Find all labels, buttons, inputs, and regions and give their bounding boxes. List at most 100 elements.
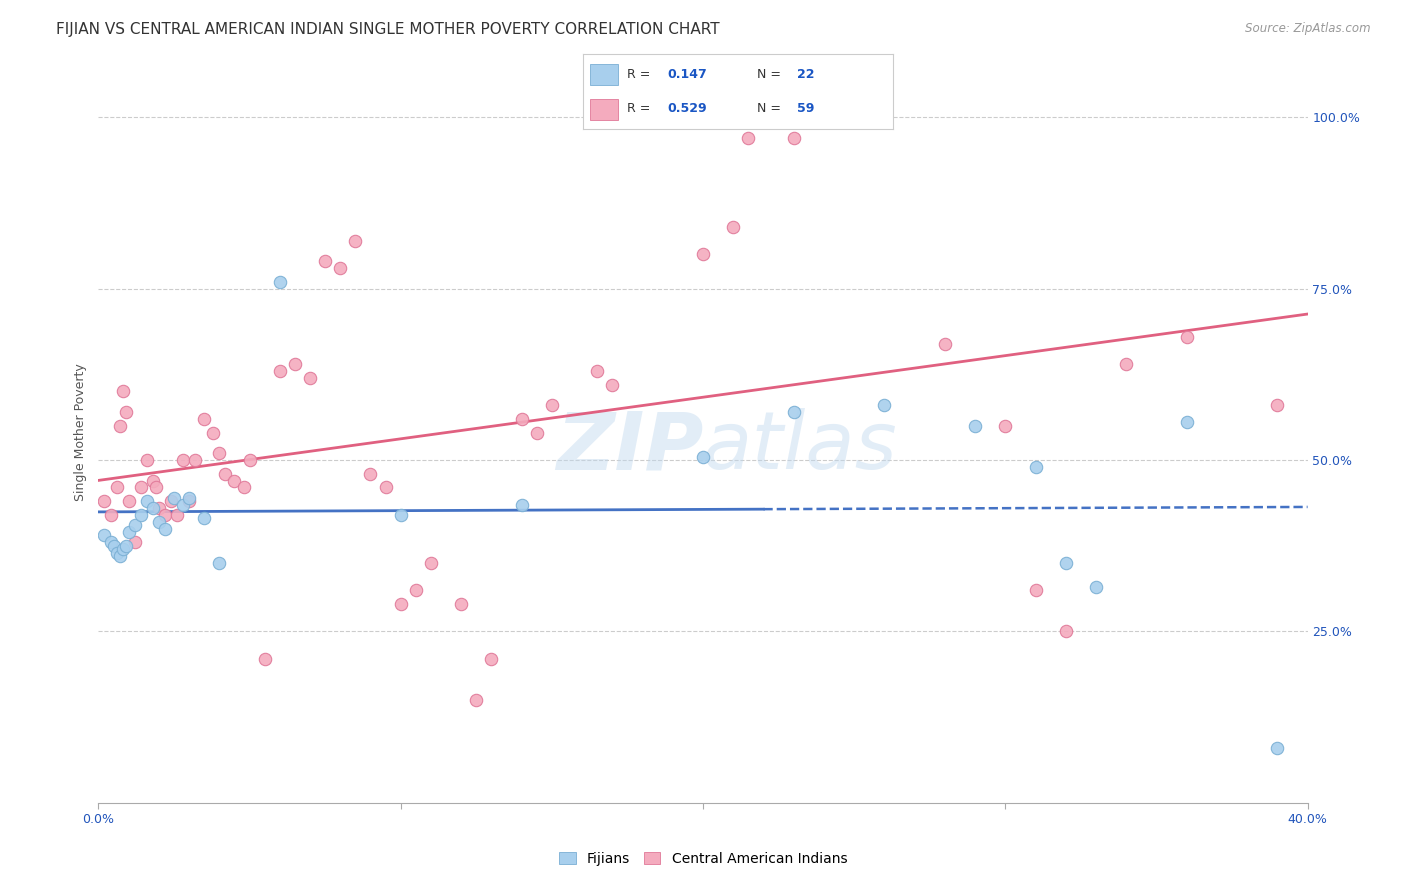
- Point: [193, 511, 215, 525]
- Point: [124, 518, 146, 533]
- Point: [100, 508, 122, 522]
- Point: [540, 398, 562, 412]
- Point: [142, 474, 165, 488]
- Point: [1054, 556, 1077, 570]
- Point: [844, 110, 866, 124]
- Text: R =: R =: [627, 102, 654, 114]
- Point: [269, 364, 291, 378]
- Point: [103, 539, 125, 553]
- Point: [405, 583, 427, 598]
- Point: [374, 480, 396, 494]
- Text: R =: R =: [627, 69, 654, 81]
- Point: [105, 545, 128, 559]
- Point: [111, 384, 134, 399]
- Point: [179, 494, 201, 508]
- Point: [1175, 329, 1198, 343]
- Point: [360, 467, 382, 481]
- Point: [692, 450, 714, 464]
- Point: [389, 508, 412, 522]
- Point: [1115, 357, 1137, 371]
- Point: [1054, 624, 1077, 639]
- Point: [142, 501, 165, 516]
- Point: [135, 494, 157, 508]
- Text: 22: 22: [797, 69, 814, 81]
- Point: [208, 556, 231, 570]
- Point: [148, 515, 170, 529]
- Point: [692, 247, 714, 261]
- Point: [118, 524, 141, 539]
- Point: [723, 219, 745, 234]
- Point: [873, 398, 896, 412]
- Point: [314, 254, 336, 268]
- Point: [1085, 580, 1108, 594]
- Point: [224, 474, 246, 488]
- Point: [100, 535, 122, 549]
- Bar: [589, 99, 617, 120]
- Text: atlas: atlas: [703, 409, 898, 486]
- Point: [934, 336, 956, 351]
- Point: [965, 418, 987, 433]
- Point: [783, 405, 806, 419]
- Point: [284, 357, 307, 371]
- Point: [184, 453, 207, 467]
- Point: [172, 498, 194, 512]
- Point: [586, 364, 609, 378]
- Point: [114, 539, 136, 553]
- Point: [994, 418, 1017, 433]
- Point: [129, 480, 152, 494]
- Point: [163, 491, 186, 505]
- Point: [783, 131, 806, 145]
- Point: [153, 522, 176, 536]
- Point: [202, 425, 225, 440]
- Point: [269, 275, 291, 289]
- Point: [172, 453, 194, 467]
- Point: [1024, 459, 1046, 474]
- Point: [124, 535, 146, 549]
- Point: [858, 110, 880, 124]
- Point: [105, 480, 128, 494]
- Point: [114, 405, 136, 419]
- Point: [193, 412, 215, 426]
- Point: [239, 453, 262, 467]
- Point: [510, 412, 533, 426]
- Point: [135, 453, 157, 467]
- Point: [145, 480, 167, 494]
- Point: [129, 508, 152, 522]
- Point: [1175, 415, 1198, 429]
- Point: [232, 480, 254, 494]
- Point: [153, 508, 176, 522]
- Point: [179, 491, 201, 505]
- Text: Source: ZipAtlas.com: Source: ZipAtlas.com: [1246, 22, 1371, 36]
- Point: [481, 652, 503, 666]
- Point: [329, 261, 352, 276]
- Point: [299, 371, 322, 385]
- Point: [208, 446, 231, 460]
- Point: [160, 494, 183, 508]
- Text: ZIP: ZIP: [555, 409, 703, 486]
- Legend: Fijians, Central American Indians: Fijians, Central American Indians: [555, 847, 851, 870]
- Point: [737, 131, 759, 145]
- Point: [526, 425, 548, 440]
- Point: [148, 501, 170, 516]
- Point: [1024, 583, 1046, 598]
- Point: [166, 508, 188, 522]
- Point: [510, 498, 533, 512]
- Point: [93, 528, 115, 542]
- Point: [1267, 741, 1289, 756]
- Point: [1267, 398, 1289, 412]
- Point: [93, 494, 115, 508]
- Y-axis label: Single Mother Poverty: Single Mother Poverty: [75, 364, 87, 501]
- Point: [108, 549, 131, 563]
- Point: [450, 597, 472, 611]
- Point: [253, 652, 276, 666]
- Point: [465, 693, 488, 707]
- Point: [389, 597, 412, 611]
- Point: [602, 377, 624, 392]
- Text: 0.529: 0.529: [666, 102, 707, 114]
- Text: 0.147: 0.147: [666, 69, 707, 81]
- Bar: [589, 64, 617, 86]
- Point: [214, 467, 236, 481]
- Point: [111, 542, 134, 557]
- Point: [118, 494, 141, 508]
- Text: N =: N =: [756, 102, 785, 114]
